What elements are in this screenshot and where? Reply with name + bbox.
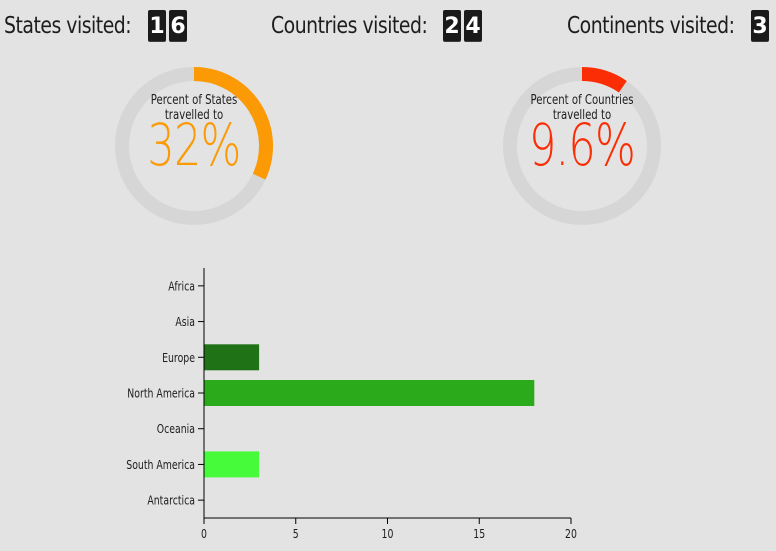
bar: [204, 451, 260, 478]
states-gauge-caption: Percent of States travelled to: [150, 93, 238, 123]
states-visited-label: States visited:: [4, 13, 132, 39]
x-tick-label: 5: [293, 527, 299, 541]
countries-visited-digit: 2: [443, 10, 461, 42]
x-tick-label: 20: [565, 527, 577, 541]
countries-gauge-value: 9.6%: [528, 111, 636, 179]
y-tick-label: Asia: [175, 315, 195, 329]
countries-gauge-caption: Percent of Countries travelled to: [530, 93, 634, 123]
countries-gauge-arc: [581, 67, 627, 93]
countries-visited-label: Countries visited:: [271, 13, 428, 39]
states-visited-digit: 6: [169, 10, 187, 42]
states-percent-gauge: Percent of States travelled to 32%: [113, 65, 275, 227]
continents-visited-digit: 3: [751, 10, 769, 42]
y-tick-label: North America: [127, 386, 195, 400]
bar: [204, 380, 535, 406]
countries-visited-counter: 2 4: [443, 10, 482, 42]
y-tick-label: Europe: [162, 351, 195, 365]
states-visited-counter: 1 6: [148, 10, 187, 42]
countries-gauge-ring: [503, 67, 661, 225]
states-visited-stat: States visited: 1 6: [4, 7, 187, 45]
y-tick-label: Antarctica: [147, 493, 195, 507]
bar: [204, 344, 260, 371]
states-visited-digit: 1: [148, 10, 166, 42]
y-tick-label: Oceania: [157, 422, 195, 436]
countries-visited-digit: 4: [464, 10, 482, 42]
continents-visited-label: Continents visited:: [567, 13, 735, 39]
y-tick-label: South America: [126, 458, 195, 472]
y-tick-label: Africa: [168, 279, 195, 293]
countries-percent-gauge: Percent of Countries travelled to 9.6%: [501, 65, 663, 227]
x-tick-label: 15: [473, 527, 485, 541]
states-gauge-ring: [115, 67, 273, 225]
continents-visited-stat: Continents visited: 3: [567, 7, 771, 45]
continents-visited-counter: 3: [751, 10, 769, 42]
states-gauge-value: 32%: [147, 111, 241, 179]
x-tick-label: 10: [382, 527, 394, 541]
x-tick-label: 0: [201, 527, 207, 541]
states-gauge-arc: [193, 67, 273, 180]
countries-visited-stat: Countries visited: 2 4: [271, 7, 482, 45]
